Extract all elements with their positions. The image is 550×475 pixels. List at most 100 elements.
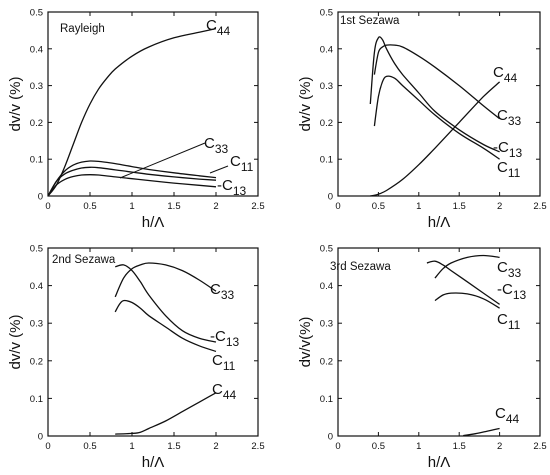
y-axis-title: dv/v (%) [7,76,24,131]
x-tick-label: 1 [129,441,134,452]
x-tick-label: 2 [497,441,502,452]
x-tick-label: 2 [213,201,218,212]
series-line-c44 [463,427,500,437]
x-axis-title: h/Λ [428,214,451,231]
panel-title: Rayleigh [60,23,105,35]
y-tick-label: 0.3 [30,319,43,330]
y-tick-label: 0.2 [320,118,333,129]
x-tick-label: 1.5 [167,441,180,452]
x-tick-label: 1 [129,201,134,212]
y-tick-label: 0.1 [30,155,43,166]
x-tick-label: 0 [335,201,340,212]
series-line-neg-c13 [426,260,500,305]
y-tick-label: 0 [328,432,333,443]
x-tick-label: 0.5 [83,201,96,212]
label-leader-line [209,165,229,174]
y-axis-title: dv/v (%) [7,314,24,369]
series-label: -C13 [497,281,527,302]
y-axis-title: dv/v(%) [297,317,314,368]
series-label: C44 [495,405,520,426]
panel-title: 2nd Sezawa [52,254,116,266]
series-line-neg-c13 [369,36,500,153]
y-tick-label: 0.1 [30,394,43,405]
series-label: C11 [497,159,521,180]
y-tick-label: 0 [38,432,43,443]
x-tick-label: 0.5 [372,201,385,212]
series-line-c44 [370,81,501,197]
panel-title: 1st Sezawa [340,15,400,27]
x-tick-label: 0 [45,201,50,212]
x-tick-label: 2 [213,441,218,452]
x-tick-label: 0 [335,441,340,452]
series-line-c33 [114,262,217,298]
y-tick-label: 0.4 [320,281,333,292]
panel-4: 0 0.5 1 1.5 2 2.5 0 0.1 0.2 0.3 0.4 0.5 h/Λ dv/v(%) 3r… [297,244,547,472]
series-line-neg-c13 [115,264,217,343]
series-line-neg-c13 [47,174,217,197]
panel-1: 0 0.5 1 1.5 2 2.5 0 0.1 0.2 0.3 0.4 0.5 h/Λ dv/v (%) R… [7,8,265,232]
plot-frame [337,11,541,197]
x-tick-label: 2 [497,201,502,212]
y-tick-label: 0.5 [30,244,43,255]
y-axis-title: dv/v (%) [297,76,314,131]
series-label: C11 [497,311,521,332]
y-tick-label: 0.2 [30,356,43,367]
series-label: C33 [204,135,229,156]
series-line-c11 [114,299,217,353]
series-label: C44 [212,381,237,402]
x-tick-label: 2.5 [533,201,546,212]
x-tick-label: 2.5 [251,441,264,452]
panel-2: 0 0.5 1 1.5 2 2.5 0 0.1 0.2 0.3 0.4 0.5 h/Λ dv/v (%) 1… [297,8,547,232]
x-tick-label: 0.5 [83,441,96,452]
x-tick-label: 0 [45,441,50,452]
series-line-c44 [115,392,217,435]
y-tick-label: 0.2 [30,118,43,129]
series-line-c11 [47,166,217,197]
series-line-c11 [373,75,500,160]
series-line-c33 [434,254,500,279]
plot-frame [337,247,541,437]
series-label: C44 [206,17,231,38]
plot-frame [47,247,259,437]
y-tick-label: 0.5 [30,8,43,19]
y-tick-label: 0.5 [320,244,333,255]
series-line-c33 [373,44,500,120]
series-label: C11 [230,153,254,174]
y-tick-label: 0.4 [30,44,43,55]
x-axis-title: h/Λ [428,454,451,471]
x-tick-label: 1.5 [167,201,180,212]
y-tick-label: 0.5 [320,8,333,19]
panel-3: 0 0.5 1 1.5 2 2.5 0 0.1 0.2 0.3 0.4 0.5 h/Λ dv/v (%) 2… [7,244,265,472]
y-tick-label: 0.1 [320,155,333,166]
x-tick-label: 0.5 [372,441,385,452]
series-label: -C13 [210,328,240,349]
series-label: C33 [497,259,522,280]
x-tick-label: 1.5 [453,441,466,452]
y-tick-label: 0 [328,192,333,203]
y-tick-label: 0 [38,192,43,203]
panel-title: 3rd Sezawa [330,261,391,273]
x-axis-title: h/Λ [142,214,165,231]
y-tick-label: 0.3 [30,81,43,92]
series-label: C44 [493,64,518,85]
plot-frame [47,11,259,197]
y-tick-label: 0.1 [320,394,333,405]
series-line-c33 [47,160,217,197]
y-tick-label: 0.4 [30,281,43,292]
series-label: C33 [497,107,522,128]
x-axis-title: h/Λ [142,454,165,471]
series-label: C11 [212,352,236,373]
series-line-c11 [434,292,500,309]
x-tick-label: 2.5 [533,441,546,452]
series-label: C33 [210,281,235,302]
x-tick-label: 1 [416,201,421,212]
y-tick-label: 0.3 [320,319,333,330]
series-line-c44 [47,27,217,197]
series-label: -C13 [217,177,247,198]
y-tick-label: 0.3 [320,81,333,92]
x-tick-label: 1 [416,441,421,452]
y-tick-label: 0.2 [320,356,333,367]
series-label: -C13 [493,139,523,160]
y-tick-label: 0.4 [320,44,333,55]
